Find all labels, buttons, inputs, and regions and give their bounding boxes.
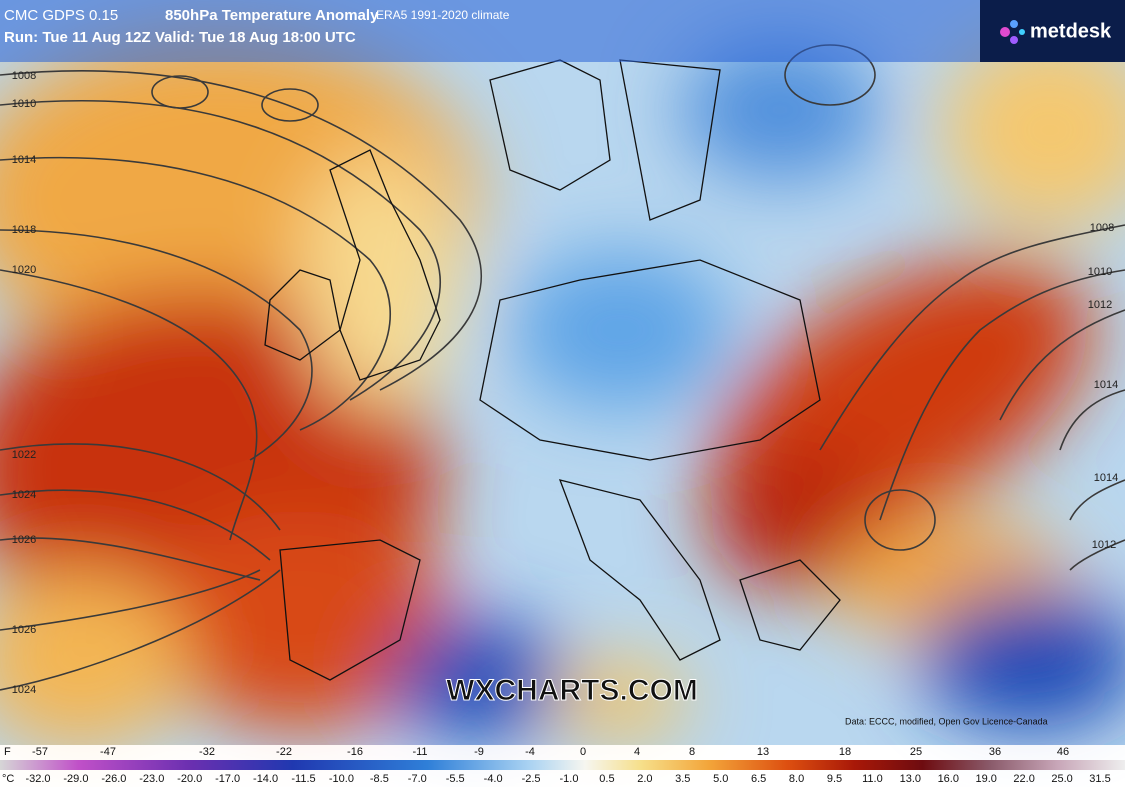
c-label: 31.5: [1089, 773, 1110, 785]
isobar-label: 1010: [1088, 266, 1112, 278]
c-label: -4.0: [484, 773, 503, 785]
f-label: 0: [580, 746, 586, 758]
c-label: -7.0: [408, 773, 427, 785]
c-label: -23.0: [139, 773, 164, 785]
isobar-label: 1008: [12, 70, 36, 82]
f-label: 4: [634, 746, 640, 758]
isobar-label: 1010: [12, 98, 36, 110]
f-label: -9: [474, 746, 484, 758]
isobar-label: 1018: [12, 224, 36, 236]
legend-label-group: -57 -47 -32 -22 -16 -11 -9 -4 0 4 8 13 18 25 36 46 -32.0…: [25, 746, 1110, 785]
c-label: -2.5: [522, 773, 541, 785]
f-label: -57: [32, 746, 48, 758]
header-bar: [0, 0, 980, 62]
c-label: 9.5: [827, 773, 842, 785]
c-label: 13.0: [900, 773, 921, 785]
model-name: CMC GDPS 0.15: [4, 7, 118, 24]
data-credit: Data: ECCC, modified, Open Gov Licence-C…: [845, 716, 1048, 726]
c-label: 0.5: [599, 773, 614, 785]
f-label: 25: [910, 746, 922, 758]
c-label: -29.0: [63, 773, 88, 785]
isobar-label: 1008: [1090, 222, 1114, 234]
isobars: [0, 44, 1125, 691]
isobar-label: 1014: [1094, 379, 1118, 391]
f-label: 8: [689, 746, 695, 758]
c-label: -26.0: [101, 773, 126, 785]
f-label: -4: [525, 746, 535, 758]
f-unit: F: [4, 746, 11, 758]
c-label: -20.0: [177, 773, 202, 785]
isobar-label-group: 1008 1010 1014 1018 1020 1022 1024 1026 1026 1024…: [12, 70, 1118, 696]
field-name: 850hPa Temperature Anomaly: [165, 7, 379, 24]
isobar-label: 1012: [1092, 539, 1116, 551]
f-label: -22: [276, 746, 292, 758]
c-label: -8.5: [370, 773, 389, 785]
watermark: WXCHARTS.COM: [446, 674, 698, 707]
c-label: 5.0: [713, 773, 728, 785]
c-label: -1.0: [560, 773, 579, 785]
isobar-label: 1024: [12, 489, 36, 501]
c-label: -17.0: [215, 773, 240, 785]
f-label: -16: [347, 746, 363, 758]
isobar-label: 1022: [12, 449, 36, 461]
isobar-label: 1014: [12, 154, 36, 166]
f-label: -32: [199, 746, 215, 758]
isobar-label: 1026: [12, 624, 36, 636]
c-unit: °C: [2, 773, 14, 785]
run-info: Run: Tue 11 Aug 12Z Valid: Tue 18 Aug 18…: [4, 29, 356, 46]
isobar-label: 1024: [12, 684, 36, 696]
c-label: -14.0: [253, 773, 278, 785]
isobar-label: 1012: [1088, 299, 1112, 311]
c-label: 3.5: [675, 773, 690, 785]
isobar-label: 1026: [12, 534, 36, 546]
c-label: 22.0: [1013, 773, 1034, 785]
c-label: -11.5: [291, 773, 315, 785]
f-label: 13: [757, 746, 769, 758]
c-label: 11.0: [862, 773, 883, 785]
c-label: 8.0: [789, 773, 804, 785]
c-label: 19.0: [976, 773, 997, 785]
isobar-label: 1020: [12, 264, 36, 276]
logo-text: metdesk: [1030, 20, 1112, 42]
isobar-label: 1014: [1094, 472, 1118, 484]
f-label: 36: [989, 746, 1001, 758]
anomaly-field: [0, 0, 1125, 750]
f-label: -47: [100, 746, 116, 758]
c-label: -10.0: [329, 773, 354, 785]
f-label: 18: [839, 746, 851, 758]
climate-ref: ERA5 1991-2020 climate: [376, 8, 510, 22]
color-scale: [0, 760, 1125, 770]
c-label: -32.0: [25, 773, 50, 785]
c-label: 2.0: [637, 773, 652, 785]
f-label: -11: [412, 746, 427, 758]
c-label: 6.5: [751, 773, 766, 785]
f-label: 46: [1057, 746, 1069, 758]
c-label: -5.5: [446, 773, 465, 785]
logo-icon: [1000, 20, 1025, 44]
c-label: 16.0: [938, 773, 959, 785]
c-label: 25.0: [1051, 773, 1072, 785]
